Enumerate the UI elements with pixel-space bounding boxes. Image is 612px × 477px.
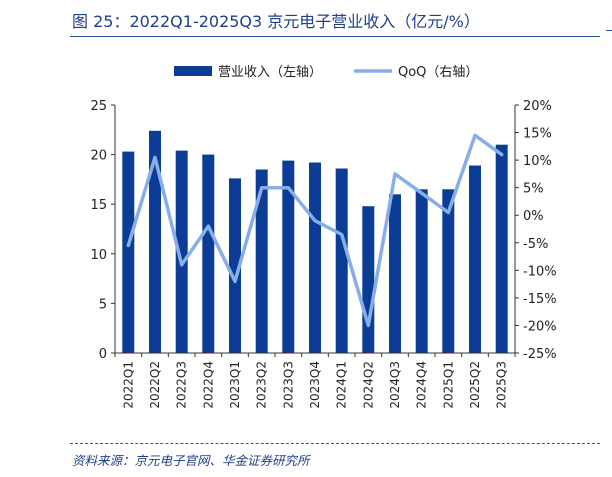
right-tick-label: -10% <box>523 264 557 279</box>
bar-2025Q2 <box>469 165 481 353</box>
bar-2023Q4 <box>309 162 321 353</box>
x-tick-label-2022Q2: 2022Q2 <box>148 361 162 409</box>
x-tick-label-2022Q1: 2022Q1 <box>121 361 135 409</box>
bar-2025Q1 <box>442 189 455 353</box>
source-divider <box>70 443 600 444</box>
x-tick-label-2022Q3: 2022Q3 <box>175 361 189 409</box>
left-tick-label: 25 <box>90 99 107 114</box>
bar-2025Q3 <box>495 144 508 353</box>
legend-swatch-bar <box>174 66 212 76</box>
x-tick-label-2023Q4: 2023Q4 <box>308 361 322 409</box>
right-tick-label: 15% <box>523 127 552 142</box>
right-tick-label: 20% <box>523 99 552 114</box>
x-tick-label-2025Q1: 2025Q1 <box>441 361 455 409</box>
left-tick-label: 5 <box>99 297 107 312</box>
bar-2023Q1 <box>229 178 241 353</box>
bar-2024Q1 <box>335 168 348 353</box>
x-tick-label-2025Q2: 2025Q2 <box>468 361 482 409</box>
x-tick-label-2023Q1: 2023Q1 <box>228 361 242 409</box>
left-tick-label: 15 <box>90 198 107 213</box>
right-tick-label: 5% <box>523 182 544 197</box>
x-tick-label-2025Q3: 2025Q3 <box>495 361 509 409</box>
bar-2024Q3 <box>389 194 401 353</box>
title-divider <box>70 36 600 37</box>
legend-label-bar: 营业收入（左轴） <box>218 65 322 80</box>
right-tick-label: -5% <box>523 237 548 252</box>
left-tick-label: 20 <box>90 149 107 164</box>
left-tick-label: 0 <box>99 347 107 362</box>
x-tick-label-2024Q4: 2024Q4 <box>415 361 429 409</box>
right-tick-label: -20% <box>523 319 557 334</box>
chart-title: 图 25：2022Q1-2025Q3 京元电子营业收入（亿元/%） <box>72 12 480 31</box>
right-tick-label: -25% <box>523 347 557 362</box>
bar-2022Q4 <box>202 154 215 353</box>
x-tick-label-2022Q4: 2022Q4 <box>201 361 215 409</box>
bar-2024Q4 <box>415 189 428 353</box>
right-tick-label: 10% <box>523 154 552 169</box>
x-tick-label-2023Q2: 2023Q2 <box>255 361 269 409</box>
x-tick-label-2023Q3: 2023Q3 <box>281 361 295 409</box>
bar-2022Q1 <box>122 151 135 353</box>
bar-2023Q2 <box>255 169 268 353</box>
source-note: 资料来源：京元电子官网、华金证券研究所 <box>72 453 310 468</box>
right-edge-divider <box>606 30 612 31</box>
bar-2024Q2 <box>362 206 375 353</box>
x-tick-label-2024Q1: 2024Q1 <box>335 361 349 409</box>
right-tick-label: 0% <box>523 209 544 224</box>
left-tick-label: 10 <box>90 248 107 263</box>
x-tick-label-2024Q2: 2024Q2 <box>361 361 375 409</box>
legend-label-line: QoQ（右轴） <box>398 65 478 80</box>
bar-2022Q3 <box>175 150 188 353</box>
right-tick-label: -15% <box>523 292 557 307</box>
bar-2023Q3 <box>282 160 295 353</box>
revenue-chart: 营业收入（左轴） QoQ（右轴） 0 5 10 15 20 25 -25% -20% -15% -10… <box>90 65 557 409</box>
x-tick-label-2024Q3: 2024Q3 <box>388 361 402 409</box>
bar-2022Q2 <box>149 130 161 353</box>
